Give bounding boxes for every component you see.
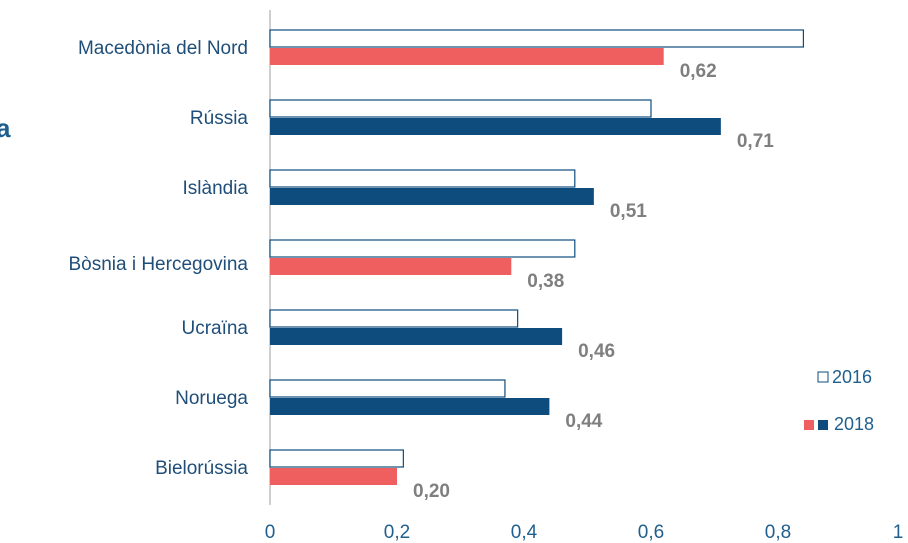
- bar-2016: [269, 169, 576, 188]
- x-tick-label: 1: [893, 522, 904, 543]
- legend-swatch: [804, 420, 814, 430]
- x-tick-label: 0,6: [638, 522, 664, 543]
- bar-2016: [269, 29, 805, 48]
- category-label: Noruega: [175, 388, 248, 409]
- value-label: 0,46: [578, 341, 615, 362]
- bar-2018: [270, 328, 563, 345]
- bar-2016: [269, 239, 576, 258]
- legend-swatch: [817, 371, 829, 383]
- value-label: 0,44: [565, 411, 602, 432]
- value-label: 0,51: [610, 201, 647, 222]
- legend-label: 2016: [832, 367, 872, 387]
- bar-2018: [270, 468, 397, 485]
- legend-swatch: [818, 420, 828, 430]
- bar-2016: [269, 379, 506, 398]
- category-label: Ucraïna: [181, 318, 248, 339]
- value-label: 0,20: [413, 481, 450, 502]
- bar-2016: [269, 449, 404, 468]
- category-label: Macedònia del Nord: [78, 38, 248, 59]
- category-label: Bielorússia: [155, 458, 248, 479]
- value-label: 0,62: [680, 61, 717, 82]
- bar-2018: [270, 258, 512, 275]
- x-tick-label: 0,2: [384, 522, 410, 543]
- value-label: 0,71: [737, 131, 774, 152]
- value-label: 0,38: [527, 271, 564, 292]
- x-tick-label: 0,4: [511, 522, 538, 543]
- category-label: Bòsnia i Hercegovina: [68, 254, 248, 275]
- category-label: Rússia: [190, 108, 249, 129]
- chart-title: a: [0, 113, 11, 143]
- x-tick-label: 0: [265, 522, 276, 543]
- category-label: Islàndia: [183, 178, 249, 199]
- bar-2018: [270, 48, 664, 65]
- x-tick-label: 0,8: [765, 522, 791, 543]
- bar-2018: [270, 188, 594, 205]
- bar-2016: [269, 309, 519, 328]
- bar-2018: [270, 118, 721, 135]
- bar-2016: [269, 99, 652, 118]
- bar-2018: [270, 398, 550, 415]
- legend-label: 2018: [834, 414, 874, 434]
